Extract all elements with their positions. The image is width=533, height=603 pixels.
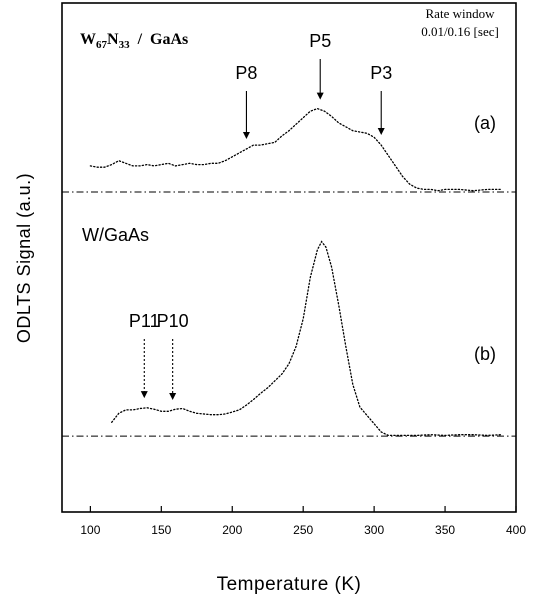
arrow-head-P8 <box>242 131 250 139</box>
x-tick-label-100: 100 <box>80 523 100 537</box>
peak-label-P3: P3 <box>370 63 392 83</box>
x-tick-label-150: 150 <box>151 523 171 537</box>
x-tick-label-250: 250 <box>293 523 313 537</box>
series-line-a-0 <box>89 107 503 192</box>
x-axis-label: Temperature (K) <box>217 574 362 595</box>
peak-label-P8: P8 <box>235 63 257 83</box>
peak-label-P5: P5 <box>309 31 331 51</box>
rate-window-value: 0.01/0.16 [sec] <box>421 24 499 39</box>
arrow-head-P5 <box>316 92 324 100</box>
arrow-head-P10 <box>169 393 177 401</box>
panel-label-a: (a) <box>474 113 496 133</box>
arrow-head-P11 <box>140 391 148 399</box>
rate-window-label: Rate window <box>426 6 496 21</box>
x-tick-label-300: 300 <box>364 523 384 537</box>
panel-label-b: (b) <box>474 344 496 364</box>
sample-label-a: W67N33 / GaAs <box>80 31 188 51</box>
x-tick-label-350: 350 <box>435 523 455 537</box>
series-line-b-0 <box>111 240 503 437</box>
arrow-head-P3 <box>377 128 385 136</box>
peak-label-P11: P11 <box>129 311 160 331</box>
peak-label-P10: P10 <box>157 311 189 331</box>
plot-frame <box>61 2 517 513</box>
x-tick-label-200: 200 <box>222 523 242 537</box>
x-tick-label-400: 400 <box>506 523 526 537</box>
sample-label-b: W/GaAs <box>82 225 149 245</box>
y-axis-label: ODLTS Signal (a.u.) <box>14 173 34 343</box>
